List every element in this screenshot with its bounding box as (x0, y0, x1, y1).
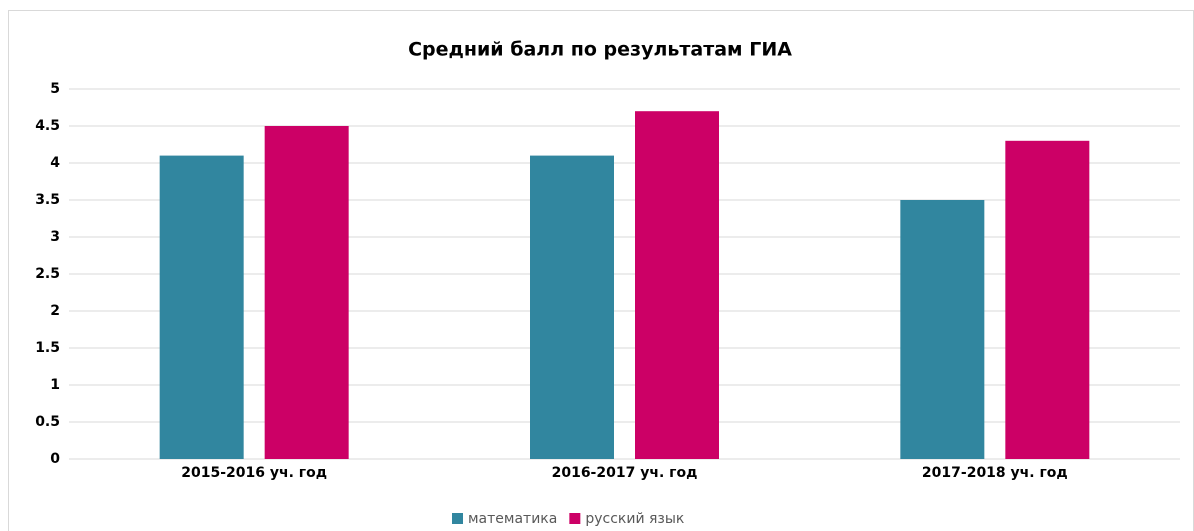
y-tick-label: 3 (50, 229, 60, 245)
legend-label: русский язык (585, 511, 684, 527)
x-tick-label: 2015-2016 уч. год (181, 465, 327, 481)
x-tick-label: 2016-2017 уч. год (552, 465, 698, 481)
y-tick-label: 0.5 (35, 414, 60, 430)
x-tick-label: 2017-2018 уч. год (922, 465, 1068, 481)
y-tick-label: 1 (50, 377, 60, 393)
bar (635, 111, 719, 459)
y-tick-label: 5 (50, 81, 60, 97)
y-tick-label: 4 (50, 155, 60, 171)
bar (900, 200, 985, 459)
y-tick-label: 4.5 (35, 118, 60, 134)
legend-label: математика (468, 511, 557, 527)
bar (530, 155, 614, 459)
y-tick-label: 0 (50, 451, 60, 467)
legend-swatch (569, 513, 581, 524)
y-tick-label: 3.5 (35, 192, 60, 208)
y-tick-label: 2 (50, 303, 60, 319)
bar (159, 155, 244, 459)
y-tick-label: 1.5 (35, 340, 60, 356)
bar (264, 126, 349, 459)
y-tick-label: 2.5 (35, 266, 60, 282)
legend-swatch (452, 513, 463, 524)
chart-title: Средний балл по результатам ГИА (408, 39, 792, 61)
bar (1005, 140, 1090, 460)
